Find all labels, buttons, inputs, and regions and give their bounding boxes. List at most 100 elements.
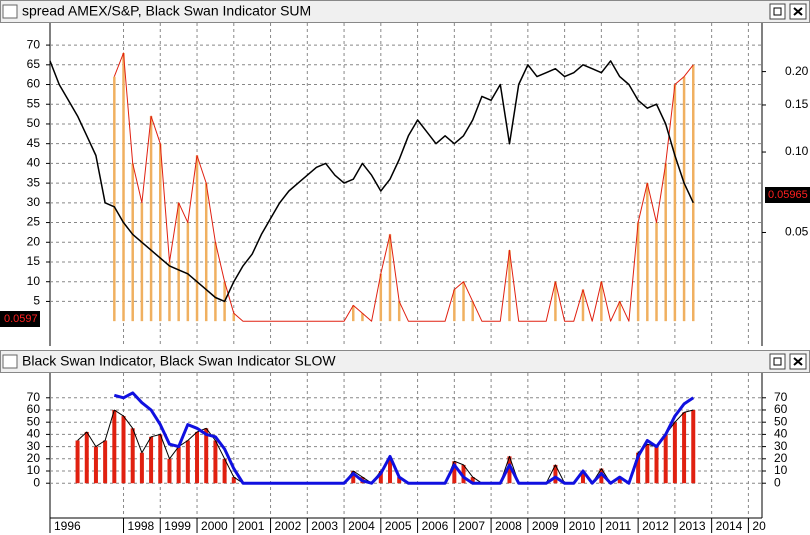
y-tick-label: 70 [27,390,41,404]
y-tick-label: 55 [27,96,41,110]
bar [113,76,116,322]
y-tick-label-right: 60 [774,402,788,416]
bar [581,289,585,322]
panel-title: spread AMEX/S&P, Black Swan Indicator SU… [22,3,311,19]
x-tick-label: 2002 [275,519,302,533]
bar [93,446,98,484]
bar [554,281,557,322]
bar [682,412,687,484]
y-tick-label: 10 [27,463,41,477]
series-line [49,60,694,303]
maximize-icon [773,357,782,366]
close-icon [793,7,803,16]
panel-icon [2,4,18,19]
bar [379,273,383,322]
y-tick-label: 70 [27,37,41,51]
left-badge: 0.0597 [4,313,38,325]
bar [452,461,457,484]
x-tick-label: 2010 [569,519,596,533]
y-tick-label: 25 [27,215,41,229]
bar [397,477,402,484]
bar [462,281,465,322]
y-tick-label-right: 50 [774,414,788,428]
bar [655,222,658,322]
bar [654,446,659,484]
bar [195,155,199,322]
y-tick-label: 60 [27,402,41,416]
y-tick-label-right: 30 [774,439,788,453]
maximize-button[interactable] [769,3,786,20]
y2-tick-label: 0.05 [785,225,809,239]
bar [645,444,650,484]
bar [664,163,667,322]
bar [397,301,401,322]
bar [617,477,622,484]
bar [618,301,621,322]
x-tick-label: 2001 [238,519,265,533]
panel-title: Black Swan Indicator, Black Swan Indicat… [22,353,336,369]
bar [185,440,190,484]
bar [636,452,641,484]
bar [378,471,383,484]
y-tick-label-right: 10 [774,463,788,477]
bar [159,143,162,322]
x-tick-label: 2011 [605,519,631,533]
x-tick-label: 2012 [642,519,669,533]
bar [691,409,696,484]
bar [167,458,172,484]
bar [213,440,218,484]
bar [692,64,695,322]
y-tick-label: 50 [27,414,41,428]
bar [646,183,649,322]
bar [204,183,208,322]
bar [121,416,126,484]
bar [195,431,200,484]
y-tick-label: 5 [33,294,40,308]
close-icon [793,357,803,366]
x-tick-label: 2003 [311,519,338,533]
bar [232,313,236,322]
right-badge: 0.05965 [768,189,808,201]
panel-icon [2,354,18,369]
bar [149,116,153,322]
bar [103,440,108,484]
y-tick-label: 40 [27,156,41,170]
bar [673,84,677,322]
bar [471,301,474,322]
bar [600,281,603,322]
bar [361,313,364,322]
x-tick-label: 2014 [716,519,743,533]
bar [388,458,393,484]
bar [168,261,171,322]
series-line [113,391,695,485]
x-tick-label: 2008 [495,519,522,533]
y-tick-label-right: 70 [774,390,788,404]
x-tick-label: 2004 [348,519,375,533]
y-tick-label: 20 [27,234,41,248]
maximize-button[interactable] [769,353,786,370]
y2-tick-label: 0.10 [785,144,809,158]
bar [112,409,117,484]
bar [75,440,80,484]
y-tick-label: 15 [27,254,41,268]
bar [507,456,512,484]
y-tick-label: 60 [27,77,41,91]
bar [186,222,190,322]
bar [461,464,466,484]
y-tick-label-right: 0 [774,475,781,489]
bar [636,222,640,322]
bar [84,431,89,484]
bar [388,234,392,322]
y-tick-label: 45 [27,136,41,150]
x-tick-label: 2009 [532,519,559,533]
bar [177,202,180,322]
x-tick-label: 2005 [385,519,412,533]
bar [453,289,456,322]
y-tick-label: 65 [27,57,41,71]
x-tick-label: 1999 [164,519,191,533]
y2-tick-label: 0.20 [785,64,809,78]
bar [214,242,217,322]
